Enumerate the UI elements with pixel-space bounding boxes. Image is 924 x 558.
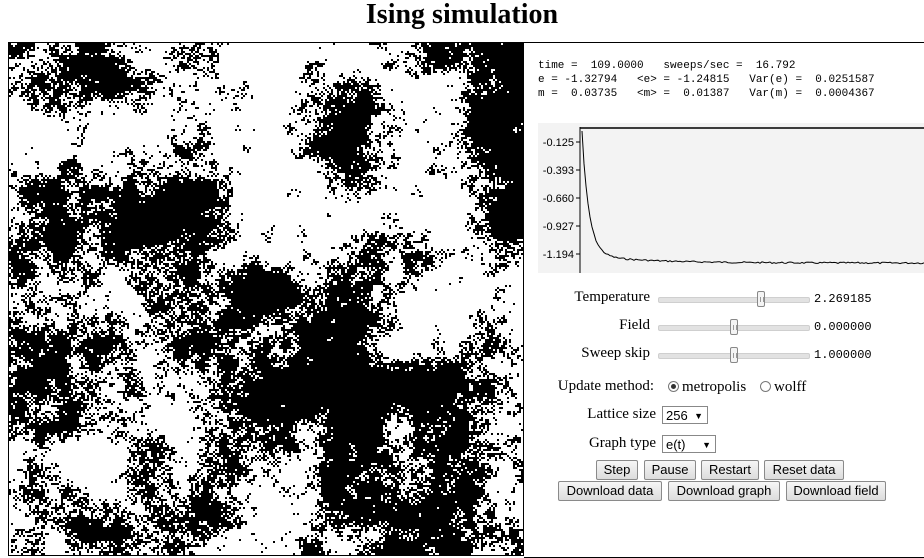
energy-curve [581,130,924,265]
stats-line-energy: e = -1.32794 <e> = -1.24815 Var(e) = 0.0… [538,74,875,86]
graph-type-select[interactable]: e(t) ▼ [662,435,716,453]
update-method-row: Update method: metropolis wolff [524,378,924,400]
temperature-value: 2.269185 [814,292,872,306]
lattice-size-select[interactable]: 256 ▼ [662,406,708,424]
reset-data-button[interactable]: Reset data [764,460,844,480]
stats-line-time: time = 109.0000 sweeps/sec = 16.792 [538,60,796,72]
update-method-metropolis[interactable]: metropolis [668,379,746,396]
temperature-slider[interactable] [658,291,810,307]
graph-background [538,123,924,273]
download-data-button[interactable]: Download data [558,481,662,501]
field-slider[interactable] [658,319,810,335]
chevron-down-icon: ▼ [694,411,703,421]
control-panel: time = 109.0000 sweeps/sec = 16.792 e = -… [524,42,924,558]
sweep-skip-slider[interactable] [658,347,810,363]
wolff-radio[interactable] [760,381,771,392]
stats-line-magnetization: m = 0.03735 <m> = 0.01387 Var(m) = 0.000… [538,88,875,100]
field-value: 0.000000 [814,320,872,334]
stats-readout: time = 109.0000 sweeps/sec = 16.792 e = -… [538,59,875,101]
temperature-label: Temperature [574,289,650,305]
download-field-button[interactable]: Download field [786,481,886,501]
step-button[interactable]: Step [596,460,638,480]
update-method-wolff[interactable]: wolff [760,379,806,396]
lattice-size-value: 256 [666,408,688,423]
graph-type-label: Graph type [588,435,656,451]
graph-y-ticks: -0.125 -0.393 -0.660 -0.927 -1.194 [543,137,580,261]
download-graph-button[interactable]: Download graph [668,481,780,501]
energy-graph-svg: -0.125 -0.393 -0.660 -0.927 -1.194 [538,123,924,273]
sweep-skip-row: Sweep skip 1.000000 [524,345,924,367]
sweep-skip-value: 1.000000 [814,348,872,362]
graph-y-tick-label: -0.660 [543,193,574,205]
page-title: Ising simulation [365,0,559,30]
field-row: Field 0.000000 [524,317,924,339]
graph-type-value: e(t) [666,437,686,452]
lattice-view[interactable] [8,42,524,556]
update-method-label: Update method: [557,378,654,394]
temperature-slider-thumb[interactable] [756,291,765,307]
graph-type-row: Graph type e(t) ▼ [524,435,924,457]
chevron-down-icon: ▼ [702,440,711,450]
metropolis-label: metropolis [682,379,747,395]
spin-lattice-canvas[interactable] [9,43,523,555]
sweep-skip-label: Sweep skip [581,345,650,361]
field-label: Field [619,317,650,333]
graph-y-tick-label: -0.125 [543,137,574,149]
pause-button[interactable]: Pause [644,460,696,480]
lattice-size-row: Lattice size 256 ▼ [524,406,924,428]
restart-button[interactable]: Restart [701,460,759,480]
energy-graph: -0.125 -0.393 -0.660 -0.927 -1.194 [538,123,924,273]
field-slider-thumb[interactable] [730,319,738,335]
temperature-row: Temperature 2.269185 [524,289,924,311]
sweep-skip-slider-thumb[interactable] [730,347,738,363]
metropolis-radio[interactable] [668,381,679,392]
wolff-label: wolff [774,379,807,395]
graph-y-tick-label: -1.194 [543,249,574,261]
graph-y-tick-label: -0.393 [543,165,574,177]
lattice-size-label: Lattice size [587,406,656,422]
graph-y-tick-label: -0.927 [543,221,574,233]
